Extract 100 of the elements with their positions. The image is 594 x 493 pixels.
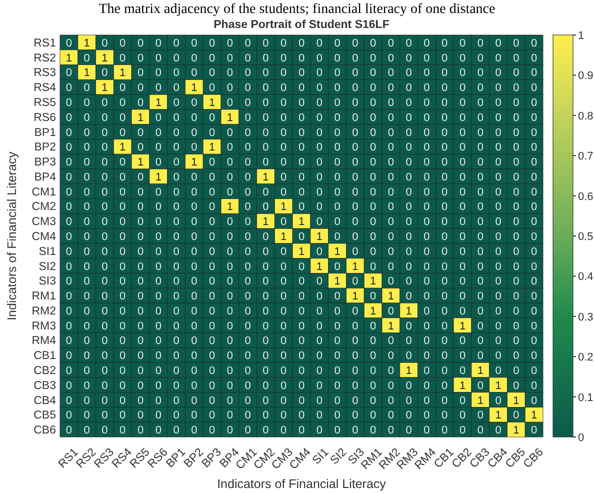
y-tick-label: CB2 xyxy=(34,365,56,377)
y-tick-label: RM4 xyxy=(32,335,57,348)
data-label: 0 xyxy=(66,335,72,348)
data-label: 0 xyxy=(262,37,269,50)
data-label: 0 xyxy=(459,201,466,214)
y-tick-label: RS3 xyxy=(34,67,56,80)
color-bar-label: 0.7 xyxy=(578,150,594,163)
data-label: 0 xyxy=(513,37,520,50)
data-label: 0 xyxy=(155,156,162,169)
data-label: 0 xyxy=(102,216,108,228)
data-label: 1 xyxy=(459,320,466,332)
y-tick-label: CB3 xyxy=(34,380,56,392)
data-label: 0 xyxy=(191,290,198,303)
data-label: 0 xyxy=(226,290,234,303)
data-label: 0 xyxy=(84,231,90,243)
data-label: 0 xyxy=(388,216,394,228)
data-label: 0 xyxy=(102,97,108,109)
data-label: 0 xyxy=(137,82,144,94)
data-label: 0 xyxy=(280,335,287,348)
data-label: 0 xyxy=(298,305,305,318)
y-tick-label: RM2 xyxy=(32,305,56,318)
data-label: 0 xyxy=(352,410,358,422)
data-label: 0 xyxy=(352,276,358,288)
data-label: 0 xyxy=(370,260,376,273)
data-label: 0 xyxy=(316,186,322,198)
data-label: 0 xyxy=(352,394,358,407)
data-label: 0 xyxy=(334,126,340,139)
data-label: 1 xyxy=(477,365,484,377)
data-label: 0 xyxy=(530,142,538,154)
data-label: 0 xyxy=(513,142,520,154)
data-label: 0 xyxy=(66,290,72,303)
data-label: 0 xyxy=(280,142,287,154)
data-label: 0 xyxy=(316,320,322,332)
data-label: 1 xyxy=(406,305,412,318)
data-label: 0 xyxy=(155,126,162,139)
data-label: 0 xyxy=(262,380,269,392)
data-label: 0 xyxy=(226,424,234,437)
data-label: 0 xyxy=(155,424,162,437)
y-tick-label: SI3 xyxy=(38,276,56,288)
data-label: 0 xyxy=(137,260,144,273)
data-label: 0 xyxy=(155,350,162,362)
data-label: 0 xyxy=(406,186,412,198)
data-label: 0 xyxy=(442,305,448,318)
data-label: 0 xyxy=(352,365,358,377)
data-label: 1 xyxy=(120,142,126,154)
data-label: 0 xyxy=(191,37,198,50)
data-label: 0 xyxy=(66,201,72,214)
data-label: 0 xyxy=(173,365,180,377)
data-label: 0 xyxy=(262,365,269,377)
data-label: 0 xyxy=(280,126,287,139)
data-label: 0 xyxy=(495,231,502,243)
data-label: 1 xyxy=(280,231,287,243)
data-label: 0 xyxy=(137,126,144,139)
data-label: 0 xyxy=(352,231,358,243)
data-label: 0 xyxy=(208,260,216,273)
data-label: 0 xyxy=(102,380,108,392)
data-label: 0 xyxy=(137,394,144,407)
data-label: 1 xyxy=(298,246,305,258)
data-label: 0 xyxy=(280,260,287,273)
data-label: 0 xyxy=(477,37,484,50)
data-label: 0 xyxy=(298,52,305,64)
data-label: 0 xyxy=(477,112,484,124)
data-label: 0 xyxy=(84,82,90,94)
data-label: 0 xyxy=(316,424,322,437)
chart-title: The matrix adjacency of the students; financial literacy of one distance xyxy=(98,2,496,17)
data-label: 0 xyxy=(530,37,538,50)
data-label: 0 xyxy=(66,410,72,422)
data-label: 0 xyxy=(298,67,305,80)
data-label: 0 xyxy=(173,126,180,139)
data-label: 0 xyxy=(424,201,430,214)
data-label: 0 xyxy=(316,126,322,139)
data-label: 1 xyxy=(208,97,216,109)
color-bar-label: 0.3 xyxy=(578,311,594,324)
data-label: 0 xyxy=(316,305,322,318)
data-label: 0 xyxy=(102,231,108,243)
data-label: 0 xyxy=(120,246,126,258)
data-label: 0 xyxy=(155,37,162,50)
data-label: 0 xyxy=(102,156,108,169)
data-label: 0 xyxy=(530,424,538,437)
y-tick-label: CM1 xyxy=(32,186,56,198)
data-label: 0 xyxy=(208,186,216,198)
data-label: 0 xyxy=(280,82,287,94)
y-axis-title: Indicators of Financial Literacy xyxy=(5,150,19,320)
data-label: 0 xyxy=(66,276,72,288)
data-label: 0 xyxy=(495,82,502,94)
data-label: 0 xyxy=(137,67,144,80)
data-label: 0 xyxy=(208,290,216,303)
data-label: 0 xyxy=(84,394,90,407)
data-label: 0 xyxy=(226,320,234,332)
data-label: 0 xyxy=(459,126,466,139)
data-label: 0 xyxy=(298,350,305,362)
data-label: 0 xyxy=(442,424,448,437)
data-label: 0 xyxy=(298,126,305,139)
data-label: 0 xyxy=(477,97,484,109)
data-label: 0 xyxy=(262,52,269,64)
data-label: 0 xyxy=(424,156,430,169)
data-label: 0 xyxy=(316,365,322,377)
data-label: 0 xyxy=(370,350,376,362)
data-label: 0 xyxy=(495,320,502,332)
data-label: 0 xyxy=(530,380,538,392)
